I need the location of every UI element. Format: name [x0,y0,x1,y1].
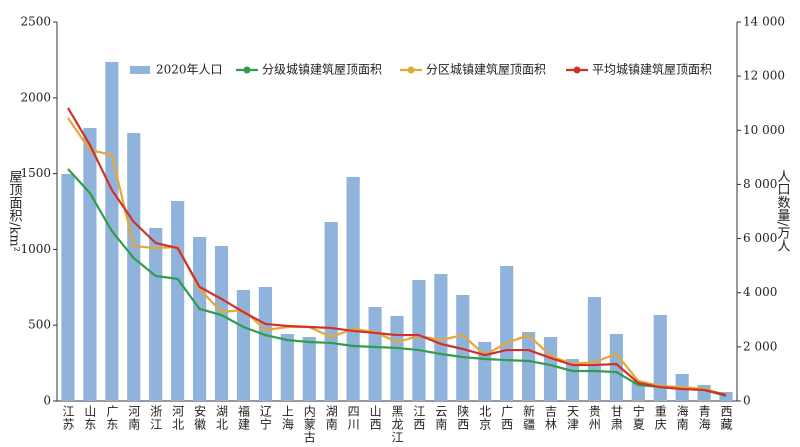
bar [171,200,185,401]
x-tick-label: 西藏 [719,405,733,431]
line [67,107,727,397]
legend-marker [573,66,581,74]
bar [390,315,404,401]
x-tick-label: 甘肃 [609,405,623,431]
y-tick-label: 0 [43,394,51,408]
bar [302,337,316,401]
bar [543,337,558,401]
bar [236,290,251,401]
bar [609,333,623,401]
bar [280,333,294,401]
legend-label: 2020年人口 [156,63,223,77]
bar [587,296,601,401]
x-tick-label: 江西 [412,405,426,431]
bar [500,265,514,401]
x-tick-label: 青海 [697,405,711,431]
x-tick-label: 宁夏 [631,404,645,431]
x-tick-label: 天津 [565,405,579,431]
x-tick-label: 贵州 [587,405,601,431]
bar [522,331,536,401]
x-tick-label: 云南 [434,405,448,431]
x-tick-label: 陕西 [456,404,470,431]
bar [83,127,97,401]
x-tick-label: 四川 [346,405,360,431]
y-tick-label: 2500 [20,15,51,29]
y2-tick-label: 2 000 [743,339,777,353]
bar [61,173,75,401]
legend-marker [243,66,251,74]
bar [193,237,207,401]
y2-tick-label: 10 000 [743,123,785,137]
x-tick-label: 河南 [127,405,141,431]
bar [719,392,733,401]
y-tick-label: 2000 [20,90,51,104]
x-tick-label: 广东 [105,405,119,431]
x-tick-label: 辽宁 [258,405,272,431]
bar [412,279,426,401]
y-tick-label: 500 [28,318,51,332]
x-tick-label: 重庆 [653,405,667,431]
x-tick-label: 上海 [280,405,294,431]
x-tick-label: 吉林 [544,405,558,431]
x-tick-label: 福建 [236,404,250,431]
x-tick-label: 浙江 [149,405,163,431]
x-tick-label: 湖北 [215,404,229,431]
legend-marker [407,66,415,74]
y2-tick-label: 8 000 [743,177,777,191]
y2-tick-label: 14 000 [743,15,785,29]
bar [478,341,492,401]
bar [258,287,272,401]
bar [653,314,667,401]
y2-tick-label: 4 000 [743,285,777,299]
legend-label: 分级城镇建筑屋顶面积 [262,62,382,77]
line [67,168,727,398]
bar [434,273,448,401]
bar [127,132,141,401]
bar [346,176,360,401]
bar [324,222,338,401]
x-tick-label: 北京 [478,405,492,431]
x-tick-label: 河北 [171,405,185,431]
y-tick-label: 1500 [20,166,51,180]
x-tick-label: 安徽 [193,404,207,431]
legend-swatch [130,66,150,74]
legend-label: 分区城镇建筑屋顶面积 [426,62,546,77]
x-tick-label: 海南 [675,404,689,431]
bar [149,227,163,401]
y-axis-label: 屋顶面积/km² [7,170,23,252]
x-tick-label: 广西 [500,405,514,431]
x-tick-label: 新疆 [522,404,536,431]
x-tick-label: 山西 [368,405,382,431]
x-tick-label: 湖南 [324,404,338,431]
legend-label: 平均城镇建筑屋顶面积 [592,62,712,77]
x-tick-label: 江苏 [61,405,75,431]
y2-tick-label: 0 [743,394,751,408]
y2-tick-label: 6 000 [743,231,777,245]
x-tick-label: 山东 [83,405,97,431]
bar [368,307,382,401]
x-tick-label: 黑龙江 [390,405,404,444]
bar [214,245,229,401]
x-tick-label: 内蒙古 [302,405,316,444]
y2-axis-label: 人口数量/万人 [775,170,791,252]
bar [697,385,711,401]
y-tick-label: 1000 [20,242,51,256]
y2-tick-label: 12 000 [743,69,785,83]
